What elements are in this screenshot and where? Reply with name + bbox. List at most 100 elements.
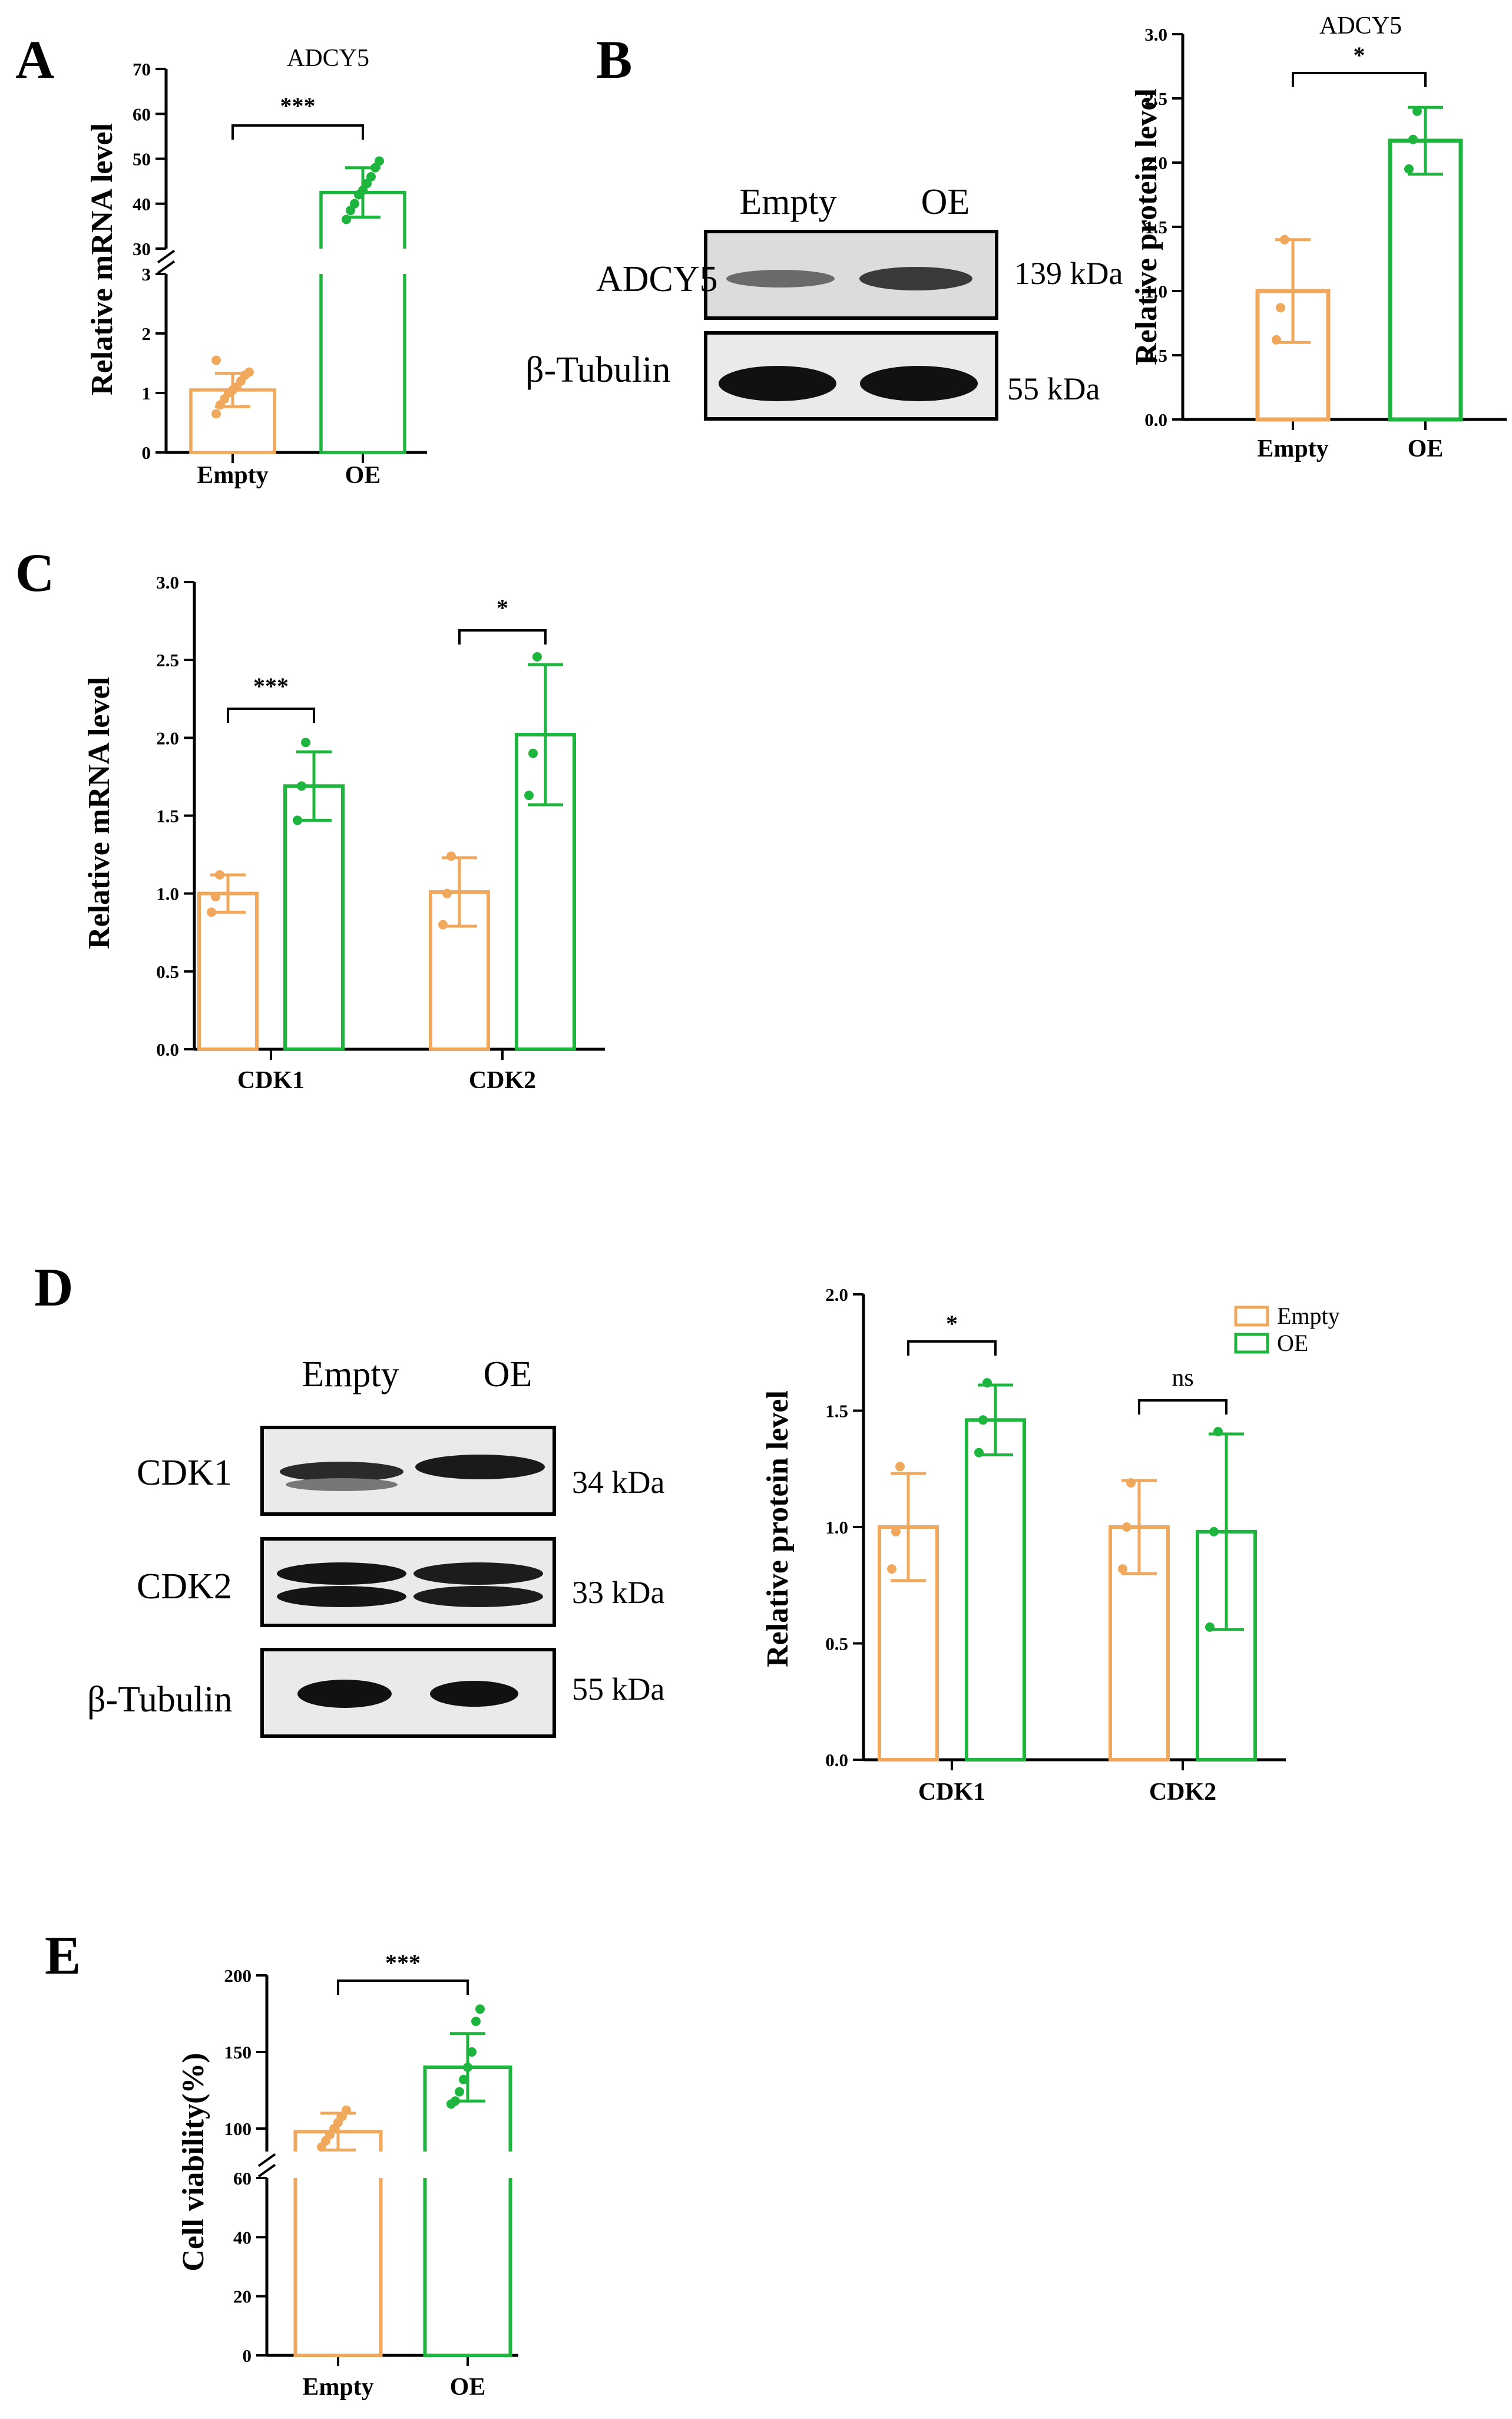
y-tick-label: 2.0 (156, 728, 179, 748)
blot-band (280, 1462, 403, 1482)
data-point (442, 888, 452, 898)
chart-panel-A: ADCY5 Relative mRNA level 0 1 2 3 30 40 50 60 70 Em… (85, 45, 427, 489)
x-category-label: OE (345, 462, 381, 489)
y-tick-label: 150 (224, 2042, 252, 2063)
legend-label: Empty (1277, 1303, 1340, 1329)
data-point (455, 2087, 464, 2097)
significance-label: *** (280, 92, 316, 119)
blot-band (860, 366, 978, 401)
y-tick-label: 1.5 (825, 1401, 848, 1422)
y-tick-label: 2.5 (1144, 88, 1167, 109)
bar (197, 891, 259, 1051)
blot-b-kda-label: 139 kDa (1014, 256, 1123, 291)
blot-d-kda-label: 33 kDa (572, 1575, 664, 1610)
y-tick-label: 0.5 (1144, 345, 1167, 366)
blot-d-protein-label: β-Tubulin (87, 1680, 232, 1720)
blot-d-protein-label: CDK1 (137, 1453, 232, 1493)
x-category-label: CDK2 (1149, 1779, 1216, 1806)
y-tick-label: 3.0 (156, 572, 179, 593)
y-tick-label: 40 (133, 194, 151, 214)
panel-label-c: C (15, 543, 54, 603)
data-point (524, 791, 534, 801)
data-point (358, 185, 368, 195)
y-tick-label: 3 (142, 264, 151, 285)
y-tick-label: 3.0 (1144, 24, 1167, 45)
blot-d-kda-label: 34 kDa (572, 1465, 664, 1500)
data-point (370, 163, 380, 173)
y-tick-label: 0 (243, 2345, 252, 2366)
y-axis-label: Relative mRNA level (82, 677, 116, 949)
y-tick-label: 1.0 (1144, 281, 1167, 302)
data-point (438, 920, 448, 930)
data-point (1276, 303, 1285, 313)
axis-break-mark (257, 2153, 276, 2167)
blot-band (859, 267, 972, 290)
bar (423, 2178, 512, 2357)
blot-band (277, 1562, 406, 1585)
blot-band (277, 1586, 406, 1607)
data-point (375, 156, 384, 166)
data-point (301, 738, 310, 748)
y-tick-label: 0.5 (825, 1634, 848, 1654)
y-tick-label: 200 (224, 1965, 252, 1986)
data-point (1280, 234, 1289, 244)
y-tick-label: 40 (233, 2227, 252, 2248)
data-point (475, 2004, 485, 2014)
data-point (362, 179, 372, 189)
data-point (887, 1564, 896, 1574)
y-tick-label: 1.0 (825, 1517, 848, 1538)
data-point (1412, 106, 1422, 116)
panel-label-a: A (15, 29, 54, 90)
blot-b-lane-label: OE (921, 182, 970, 222)
significance-label: * (1354, 42, 1365, 68)
y-axis-label: Cell viability(%) (177, 2053, 210, 2271)
y-tick-label: 100 (224, 2119, 252, 2139)
y-axis-label: Relative protein level (1130, 88, 1163, 365)
data-point (207, 907, 216, 917)
axis-break-mark (157, 249, 176, 264)
y-axis-label: Relative protein level (761, 1390, 795, 1667)
significance-label: * (497, 594, 508, 621)
x-category-label: CDK2 (469, 1067, 536, 1094)
data-point (982, 1378, 992, 1388)
y-tick-label: 1.5 (156, 806, 179, 827)
data-point (244, 367, 254, 377)
significance-bracket (1138, 1399, 1228, 1415)
data-point (1408, 134, 1418, 144)
blot-band (297, 1680, 392, 1708)
x-category-label: CDK1 (237, 1067, 305, 1094)
bar (965, 1418, 1026, 1762)
data-point (532, 652, 542, 662)
data-point (978, 1415, 988, 1425)
panel-label-e: E (45, 1925, 81, 1985)
data-point (215, 870, 224, 880)
western-blot-b: Empty OE ADCY5 139 kDa β-Tubulin 55 kDa (525, 182, 1123, 421)
western-blot-d: Empty OE CDK1 34 kDa CDK2 33 kDa β-Tubul… (87, 1354, 664, 1738)
axis-break-mark (257, 2163, 276, 2178)
y-axis-label: Relative mRNA level (85, 123, 119, 395)
x-category-label: Empty (302, 2374, 373, 2401)
legend-swatch (1234, 1333, 1269, 1354)
significance-label: *** (385, 1949, 421, 1976)
significance-bracket (1292, 72, 1427, 87)
data-point (342, 214, 351, 224)
x-category-label: Empty (1257, 435, 1328, 462)
data-point (1213, 1427, 1223, 1437)
data-point (211, 409, 221, 419)
data-point (1126, 1478, 1136, 1488)
data-point (1122, 1522, 1131, 1532)
blot-b-protein-label: ADCY5 (596, 259, 718, 299)
chart-panel-C: Relative mRNA level 0.0 0.5 1.0 1.5 2.0 2.5 3.0… (82, 572, 605, 1094)
blot-band (726, 270, 835, 287)
data-point (1209, 1526, 1219, 1536)
blot-b-lane-label: Empty (739, 182, 836, 222)
data-point (459, 2074, 468, 2084)
blot-d-lane-label: Empty (302, 1354, 399, 1394)
significance-bracket (458, 629, 547, 645)
significance-bracket (907, 1340, 997, 1356)
x-category-label: OE (1408, 435, 1444, 462)
y-tick-label: 1.0 (156, 884, 179, 904)
y-tick-label: 2 (142, 323, 151, 344)
x-category-label: OE (450, 2374, 486, 2401)
